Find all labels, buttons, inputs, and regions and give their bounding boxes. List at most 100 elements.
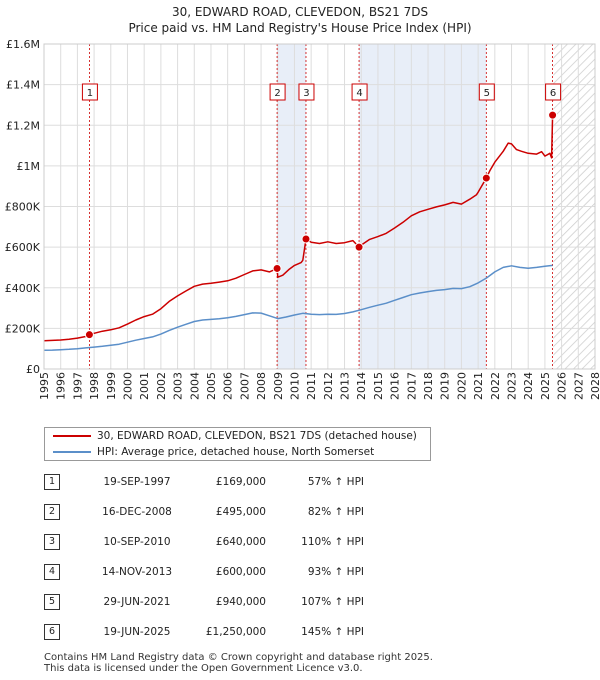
legend-swatch-property: [53, 435, 91, 437]
sale-label-number: 6: [550, 88, 556, 99]
sale-number-badge: 6: [44, 624, 60, 640]
x-tick-label: 2000: [121, 372, 134, 400]
footer-copyright: Contains HM Land Registry data © Crown c…: [44, 652, 433, 663]
sale-number-badge: 2: [44, 504, 60, 520]
sale-row: 1 19-SEP-1997 £169,000 57% ↑ HPI: [44, 472, 404, 492]
sale-label-box: [81, 83, 98, 101]
x-tick-label: 2004: [188, 372, 201, 400]
sale-point: [84, 330, 94, 340]
price-chart: £0 £200K £400K £600K £800K £1M £1.2M £1.4M £1.6M…: [5, 38, 600, 400]
property-price-line: [44, 115, 554, 342]
x-tick-label: 2003: [172, 372, 185, 400]
x-tick-label: 2009: [272, 372, 285, 400]
chart-title-line1: 30, EDWARD ROAD, CLEVEDON, BS21 7DS: [171, 5, 429, 19]
x-tick-label: 2025: [539, 372, 552, 400]
x-tick-label: 2007: [238, 372, 251, 400]
x-tick-label: 2005: [205, 372, 218, 400]
y-tick-label: £0: [26, 363, 40, 376]
sale-hpi-change: 93% ↑ HPI: [307, 566, 364, 578]
sale-point: [481, 173, 491, 183]
sale-date: 14-NOV-2013: [101, 566, 173, 578]
x-tick-label: 2008: [255, 372, 268, 400]
sale-label-box: [269, 83, 286, 101]
y-tick-label: £1.6M: [6, 38, 40, 51]
x-tick-label: 2028: [589, 372, 600, 400]
sale-row: 6 19-JUN-2025 £1,250,000 145% ↑ HPI: [44, 622, 404, 642]
sale-price: £940,000: [215, 596, 266, 608]
x-tick-label: 2026: [556, 372, 569, 400]
sale-number-badge: 1: [44, 474, 60, 490]
footer: Contains HM Land Registry data © Crown c…: [44, 652, 433, 674]
sale-price: £600,000: [215, 566, 266, 578]
sale-point: [272, 263, 282, 273]
footer-licence: This data is licensed under the Open Gov…: [44, 663, 363, 674]
x-tick-label: 2013: [339, 372, 352, 400]
x-tick-label: 2006: [222, 372, 235, 400]
y-tick-label: £800K: [5, 201, 41, 214]
chart-title: 30, EDWARD ROAD, CLEVEDON, BS21 7DS Pric…: [0, 4, 600, 36]
sale-label-box: [351, 83, 368, 101]
legend-label-property: 30, EDWARD ROAD, CLEVEDON, BS21 7DS (det…: [97, 430, 417, 442]
sale-hpi-change: 110% ↑ HPI: [301, 536, 364, 548]
x-tick-label: 2021: [472, 372, 485, 400]
sale-label-number: 3: [303, 88, 309, 99]
x-tick-label: 2002: [155, 372, 168, 400]
legend-swatch-hpi: [53, 451, 91, 453]
sale-label-box: [478, 83, 495, 101]
x-tick-label: 2011: [305, 372, 318, 400]
chart-title-line2: Price paid vs. HM Land Registry's House …: [128, 21, 472, 35]
sale-price: £1,250,000: [205, 626, 266, 638]
y-tick-label: £600K: [5, 241, 41, 254]
x-tick-label: 2024: [522, 372, 535, 400]
x-tick-label: 1999: [105, 372, 118, 400]
sale-point: [548, 110, 558, 120]
y-tick-label: £1.2M: [6, 119, 40, 132]
sale-number-badge: 5: [44, 594, 60, 610]
sale-row: 5 29-JUN-2021 £940,000 107% ↑ HPI: [44, 592, 404, 612]
x-tick-label: 2014: [355, 372, 368, 400]
x-tick-label: 2022: [489, 372, 502, 400]
x-tick-label: 2010: [288, 372, 301, 400]
x-tick-label: 2015: [372, 372, 385, 400]
sale-point: [354, 242, 364, 252]
sale-date: 19-SEP-1997: [103, 476, 171, 488]
sale-date: 16-DEC-2008: [102, 506, 172, 518]
y-tick-label: £1M: [17, 160, 41, 173]
x-tick-label: 1995: [38, 372, 51, 400]
sale-hpi-change: 145% ↑ HPI: [301, 626, 364, 638]
sale-label-box: [298, 83, 315, 101]
x-tick-label: 2027: [572, 372, 585, 400]
sale-price: £169,000: [215, 476, 266, 488]
x-tick-label: 2016: [389, 372, 402, 400]
y-tick-label: £1.4M: [6, 79, 40, 92]
x-tick-label: 2012: [322, 372, 335, 400]
sale-number-badge: 3: [44, 534, 60, 550]
sale-date: 29-JUN-2021: [103, 596, 171, 608]
x-tick-label: 1998: [88, 372, 101, 400]
x-tick-label: 2019: [439, 372, 452, 400]
legend-label-hpi: HPI: Average price, detached house, Nort…: [97, 446, 375, 458]
sale-label-box: [545, 83, 562, 101]
legend: 30, EDWARD ROAD, CLEVEDON, BS21 7DS (det…: [44, 427, 431, 461]
x-tick-label: 1997: [71, 372, 84, 400]
sale-hpi-change: 82% ↑ HPI: [307, 506, 364, 518]
sale-point: [301, 234, 311, 244]
x-tick-label: 2001: [138, 372, 151, 400]
sale-hpi-change: 107% ↑ HPI: [301, 596, 364, 608]
y-tick-label: £200K: [5, 322, 41, 335]
x-tick-label: 2023: [506, 372, 519, 400]
sale-row: 4 14-NOV-2013 £600,000 93% ↑ HPI: [44, 562, 404, 582]
sale-label-number: 4: [356, 88, 362, 99]
sale-label-number: 2: [274, 88, 280, 99]
sale-price: £495,000: [215, 506, 266, 518]
sale-price: £640,000: [215, 536, 266, 548]
y-tick-label: £400K: [5, 282, 41, 295]
sale-date: 10-SEP-2010: [103, 536, 171, 548]
x-tick-label: 2017: [405, 372, 418, 400]
sale-label-number: 1: [87, 88, 93, 99]
x-tick-label: 1996: [55, 372, 68, 400]
sale-hpi-change: 57% ↑ HPI: [307, 476, 364, 488]
plot-frame: [43, 43, 596, 370]
x-tick-label: 2018: [422, 372, 435, 400]
sale-row: 2 16-DEC-2008 £495,000 82% ↑ HPI: [44, 502, 404, 522]
